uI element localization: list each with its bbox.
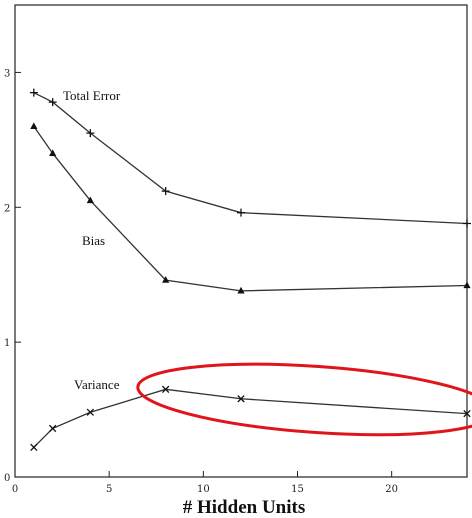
x-axis-title: # Hidden Units — [183, 497, 305, 518]
series-label-bias: Bias — [82, 233, 105, 248]
variance-point — [463, 409, 471, 418]
x-tick-label: 15 — [291, 484, 304, 495]
bias-point — [463, 281, 471, 289]
y-tick-label: 2 — [4, 203, 10, 214]
bias-point — [162, 276, 170, 283]
bias-point — [30, 122, 38, 129]
variance-point — [162, 385, 170, 394]
variance-point — [49, 424, 57, 433]
x-axis-ticks: 0 5 10 15 20 — [12, 471, 398, 495]
y-axis-ticks: 0 1 2 3 — [4, 68, 21, 484]
series-label-variance: Variance — [74, 377, 120, 392]
variance-point — [86, 408, 94, 416]
variance-point — [30, 443, 38, 451]
series-layer — [29, 88, 471, 451]
bias-point — [237, 286, 245, 294]
variance-point — [237, 395, 245, 403]
x-tick-label: 0 — [12, 484, 18, 495]
total-error-point — [463, 219, 471, 228]
total-error-point — [86, 129, 95, 138]
series-label-total-error: Total Error — [63, 88, 121, 103]
bias-line — [33, 125, 468, 292]
total-error-point — [237, 208, 245, 217]
x-tick-label: 10 — [197, 484, 210, 495]
bias-point — [49, 149, 57, 156]
total-error-point — [48, 98, 57, 107]
y-tick-label: 3 — [4, 68, 10, 79]
red-highlight-ellipse — [136, 362, 472, 437]
x-tick-label: 5 — [106, 484, 112, 495]
total-error-line — [33, 92, 468, 225]
plot-frame — [14, 4, 468, 478]
variance-line — [33, 388, 468, 448]
total-error-point — [29, 88, 38, 97]
total-error-point — [161, 187, 170, 196]
y-tick-label: 1 — [4, 338, 10, 349]
x-tick-label: 20 — [385, 484, 398, 495]
bias-point — [86, 196, 94, 204]
y-tick-label: 0 — [4, 473, 10, 484]
